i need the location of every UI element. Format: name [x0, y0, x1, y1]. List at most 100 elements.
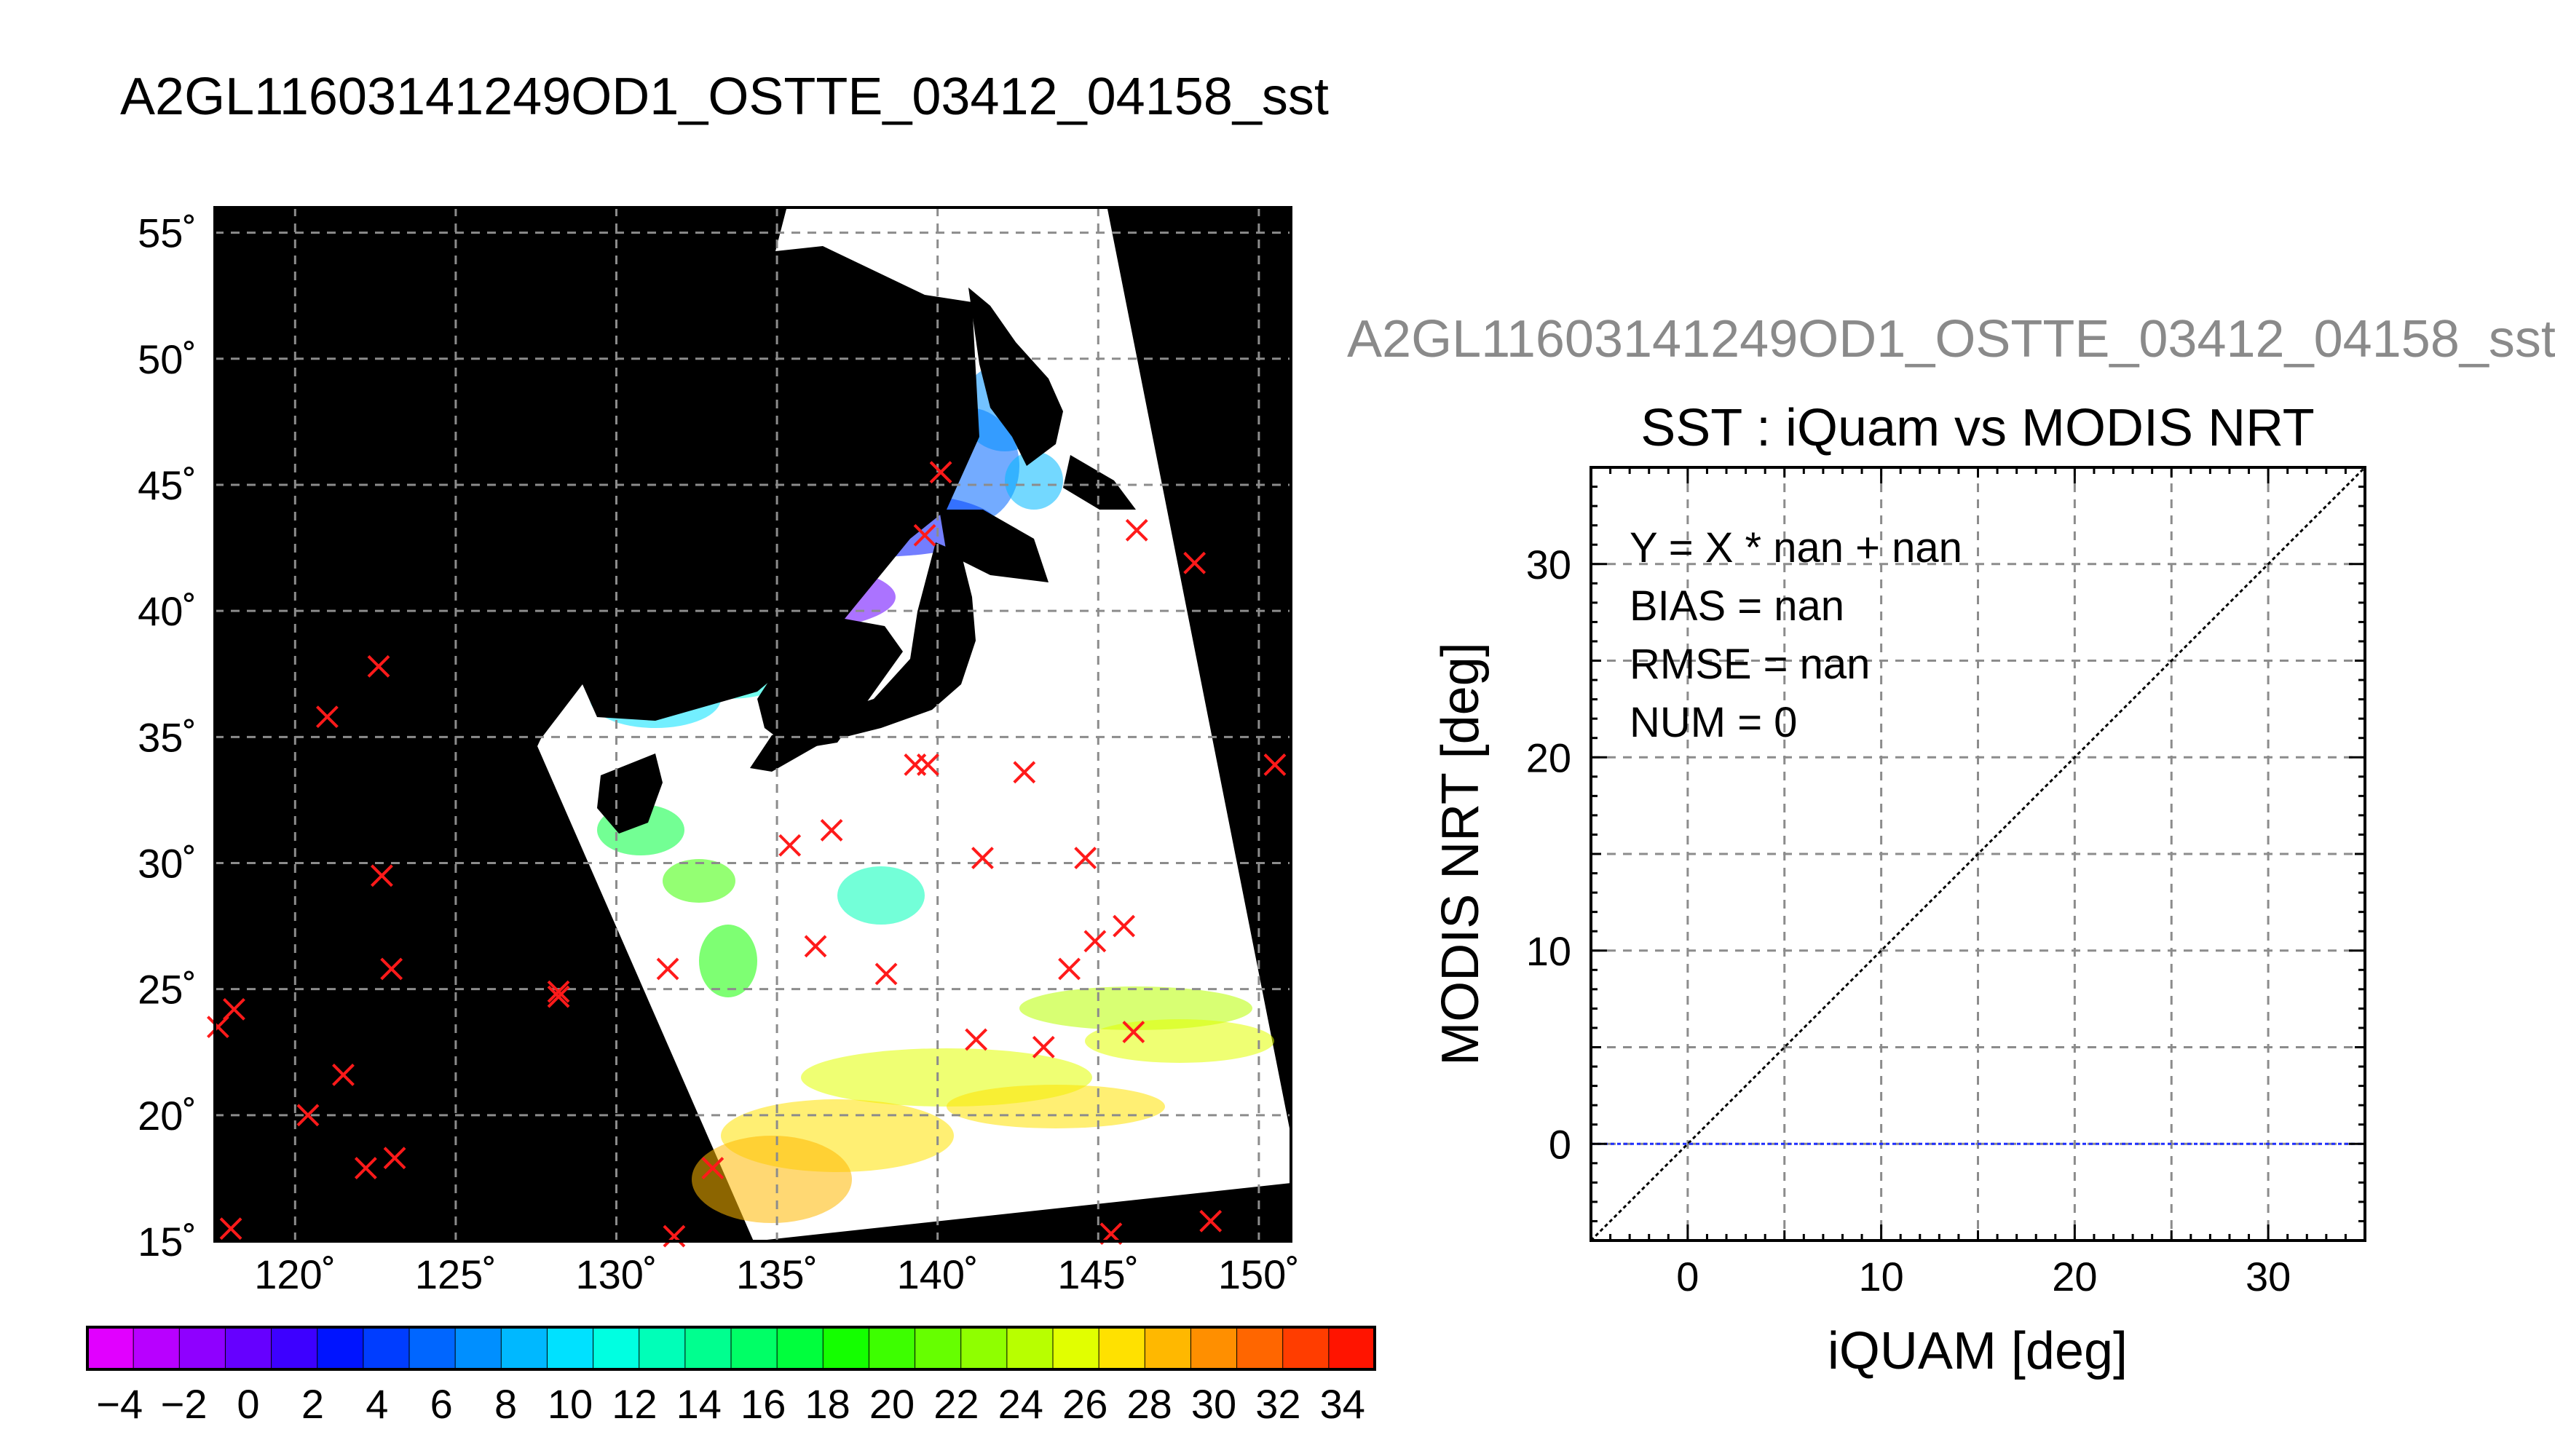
colorbar-tick-label: 10 [548, 1381, 593, 1427]
land-kyushu [597, 753, 663, 834]
colorbar-tick-label: 34 [1320, 1381, 1365, 1427]
scatter-ticks: 0 10 20 30 0 10 20 30 [1526, 466, 2366, 1299]
lat-tick-label: 35˚ [138, 714, 197, 760]
iquam-point-marker [1058, 957, 1081, 981]
land-masses [510, 207, 1136, 834]
iquam-point-marker [971, 847, 994, 869]
scatter-panel: SST : iQuam vs MODIS NRT 0 10 20 300102030 … [1431, 399, 2366, 1380]
y-tick-label: 10 [1526, 928, 1571, 974]
colorbar-cell [225, 1327, 272, 1369]
colorbar-tick-label: 24 [998, 1381, 1043, 1427]
colorbar-cell [1145, 1327, 1191, 1369]
sst-field-patch [692, 1136, 852, 1223]
sst-field-patch [1085, 1019, 1274, 1063]
iquam-point-marker [1083, 930, 1107, 953]
colorbar-tick-label: 14 [676, 1381, 722, 1427]
iquam-point-marker [1113, 914, 1135, 938]
lat-tick-label: 25˚ [138, 967, 197, 1013]
colorbar-cells [87, 1327, 1375, 1369]
land-japan-hokkaido [968, 288, 1063, 466]
iquam-point-marker [296, 1104, 320, 1127]
colorbar-tick-label: 16 [741, 1381, 786, 1427]
colorbar: −4 −2 0 2 4 6 8 10 12 14 16 18 20 22 24 26 28 30 32 34 [86, 1326, 1376, 1427]
lat-tick-label: 40˚ [138, 588, 197, 634]
colorbar-cell [869, 1327, 916, 1369]
iquam-point-marker [778, 834, 802, 857]
scatter-stat-line: BIAS = nan [1630, 582, 1844, 630]
scatter-stat-line: Y = X * nan + nan [1630, 524, 1962, 571]
colorbar-cell [960, 1327, 1008, 1369]
iquam-point-marker [547, 980, 570, 1003]
scatter-file-title: A2GL11603141249OD1_OSTTE_03412_04158_sst [1347, 310, 2555, 368]
lon-tick-label: 150˚ [1218, 1251, 1300, 1297]
iquam-point-marker [820, 819, 843, 842]
scatter-title: SST : iQuam vs MODIS NRT [1640, 399, 2315, 457]
colorbar-tick-label: 6 [430, 1381, 453, 1427]
y-tick-label: 20 [1526, 735, 1571, 780]
x-tick-label: 10 [1858, 1254, 1903, 1299]
iquam-point-marker [1199, 1209, 1223, 1233]
colorbar-cell [1328, 1327, 1375, 1369]
sst-field-patch [837, 866, 925, 925]
colorbar-cell [409, 1327, 456, 1369]
land-hokkaido-east [939, 510, 1049, 582]
colorbar-cell [1190, 1327, 1238, 1369]
lon-tick-label: 145˚ [1057, 1251, 1139, 1297]
sst-field-patch [699, 925, 757, 997]
colorbar-tick-label: 32 [1255, 1381, 1300, 1427]
figure-title: A2GL11603141249OD1_OSTTE_03412_04158_sst [120, 68, 1329, 126]
colorbar-cell [133, 1327, 180, 1369]
iquam-point-marker [1183, 551, 1207, 574]
lon-tick-label: 125˚ [415, 1251, 497, 1297]
iquam-point-marker [1013, 761, 1036, 784]
iquam-point-marker [913, 523, 936, 547]
colorbar-cell [455, 1327, 502, 1369]
x-tick-label: 30 [2246, 1254, 2291, 1299]
iquam-point-marker [380, 957, 403, 981]
colorbar-cell [1006, 1327, 1054, 1369]
iquam-point-marker [316, 705, 339, 729]
colorbar-cell [87, 1327, 134, 1369]
lat-tick-label: 20˚ [138, 1093, 197, 1139]
colorbar-cell [1099, 1327, 1145, 1369]
x-tick-label: 0 [1676, 1254, 1699, 1299]
land-korean-peninsula [757, 619, 903, 750]
colorbar-tick-label: 22 [933, 1381, 979, 1427]
colorbar-tick-label: 8 [494, 1381, 517, 1427]
lat-tick-label: 55˚ [138, 210, 197, 256]
colorbar-cell [915, 1327, 962, 1369]
colorbar-tick-label: 30 [1191, 1381, 1236, 1427]
iquam-point-marker [354, 1157, 377, 1179]
sst-map-panel: 120˚ 125˚ 130˚ 135˚ 140˚ 145˚ 150˚ 15˚ 20˚ 25˚ 30˚… [138, 206, 1300, 1297]
land-korea-china [510, 207, 979, 801]
sst-field-patch [663, 859, 735, 903]
iquam-point-marker [367, 654, 390, 678]
lat-tick-label: 30˚ [138, 840, 197, 886]
colorbar-tick-label: 26 [1062, 1381, 1107, 1427]
iquam-point-marker [663, 1224, 686, 1248]
colorbar-cell [547, 1327, 594, 1369]
land-japan-honshu [750, 542, 976, 772]
lat-tick-label: 50˚ [138, 336, 197, 382]
x-tick-label: 20 [2052, 1254, 2097, 1299]
iquam-point-marker [223, 997, 245, 1021]
iquam-point-marker [1032, 1035, 1055, 1059]
map-gridlines [215, 207, 1291, 1241]
iquam-point-marker [332, 1064, 355, 1086]
colorbar-cell [1053, 1327, 1099, 1369]
sst-field-patch [1019, 986, 1252, 1030]
iquam-point-marker [1074, 847, 1097, 869]
colorbar-tick-label: 20 [869, 1381, 915, 1427]
colorbar-tick-label: 2 [301, 1381, 324, 1427]
scatter-ylabel: MODIS NRT [deg] [1431, 642, 1490, 1066]
scatter-xlabel: iQUAM [deg] [1828, 1322, 2128, 1380]
colorbar-cell [777, 1327, 824, 1369]
colorbar-cell [271, 1327, 318, 1369]
scatter-reference-lines [1591, 467, 2365, 1241]
colorbar-cell [593, 1327, 640, 1369]
iquam-point-marker [917, 753, 939, 776]
lon-tick-label: 120˚ [254, 1251, 336, 1297]
iquam-point-marker [929, 461, 952, 484]
